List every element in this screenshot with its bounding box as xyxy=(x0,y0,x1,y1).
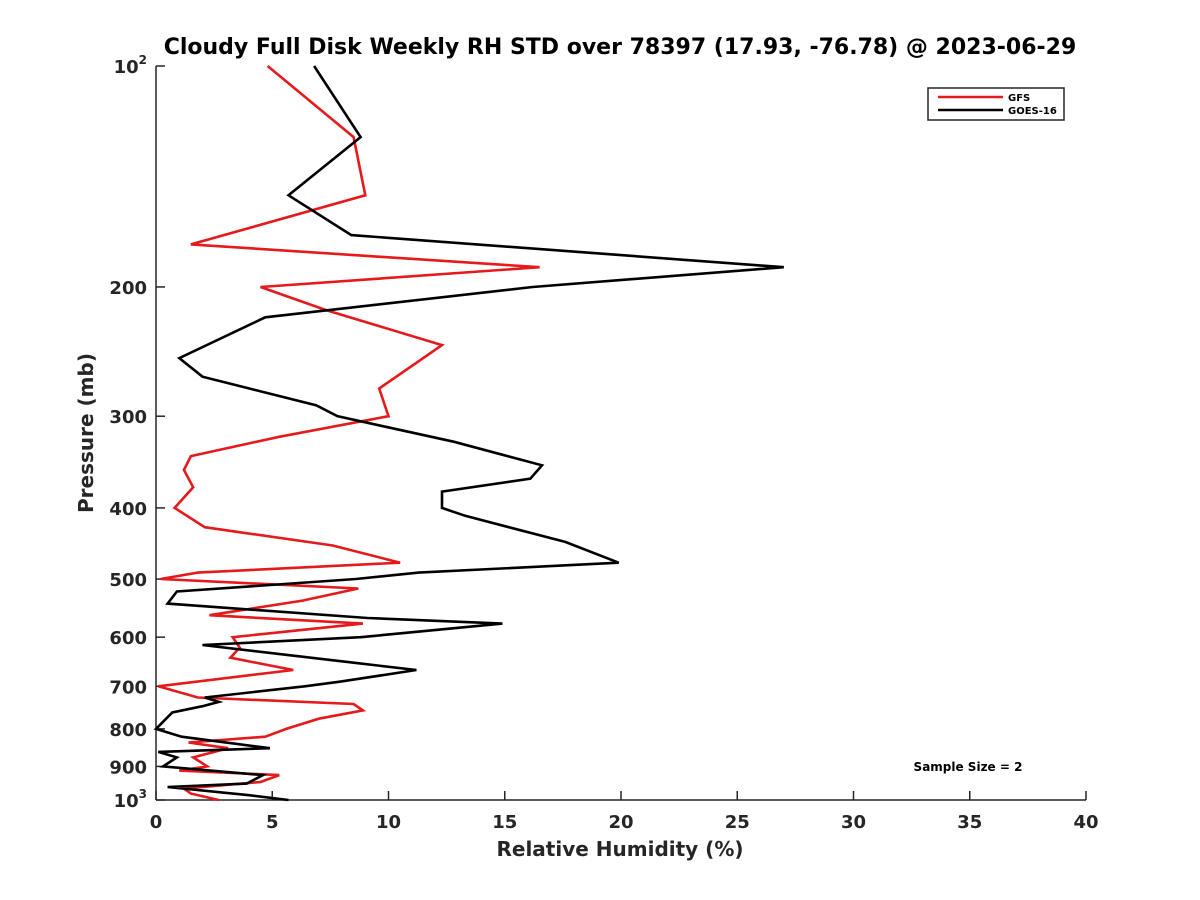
y-tick-label-base: 10 xyxy=(114,57,139,78)
chart-title: Cloudy Full Disk Weekly RH STD over 7839… xyxy=(164,35,1077,60)
x-axis-label: Relative Humidity (%) xyxy=(496,837,743,861)
y-tick-label: 700 xyxy=(109,677,147,698)
y-tick-label: 800 xyxy=(109,720,147,741)
x-tick-label: 35 xyxy=(957,812,982,833)
y-tick-label: 300 xyxy=(109,407,147,428)
legend-label-gfs: GFS xyxy=(1008,93,1030,104)
y-tick-label: 600 xyxy=(109,628,147,649)
legend: GFS GOES-16 xyxy=(927,87,1065,121)
y-tick-label: 200 xyxy=(109,278,147,299)
sample-size-annotation: Sample Size = 2 xyxy=(914,760,1023,774)
y-axis-label: Pressure (mb) xyxy=(74,353,98,513)
y-tick-label: 900 xyxy=(109,757,147,778)
x-tick-label: 10 xyxy=(376,812,401,833)
y-tick-label-base: 10 xyxy=(114,791,139,812)
series-layer xyxy=(153,64,784,802)
x-tick-label: 15 xyxy=(492,812,517,833)
y-tick-label: 500 xyxy=(109,570,147,591)
series-line-gfs xyxy=(157,64,540,802)
x-tick-label: 30 xyxy=(841,812,866,833)
x-tick-label: 20 xyxy=(608,812,633,833)
series-line-goes16 xyxy=(153,65,784,802)
legend-box xyxy=(927,87,1065,121)
x-tick-label: 25 xyxy=(725,812,750,833)
x-tick-label: 40 xyxy=(1073,812,1098,833)
y-tick-label-exponent: 2 xyxy=(139,53,147,67)
axes: 0 5 10 15 20 25 30 35 40102200300400500600700800… xyxy=(109,53,1098,833)
y-tick-label-exponent: 3 xyxy=(139,787,147,801)
y-tick-label: 400 xyxy=(109,499,147,520)
legend-label-goes16: GOES-16 xyxy=(1008,106,1057,117)
x-tick-label: 5 xyxy=(266,812,279,833)
x-tick-label: 0 xyxy=(150,812,163,833)
y-tick-label: 102 xyxy=(114,53,147,78)
y-tick-label: 103 xyxy=(114,787,147,812)
